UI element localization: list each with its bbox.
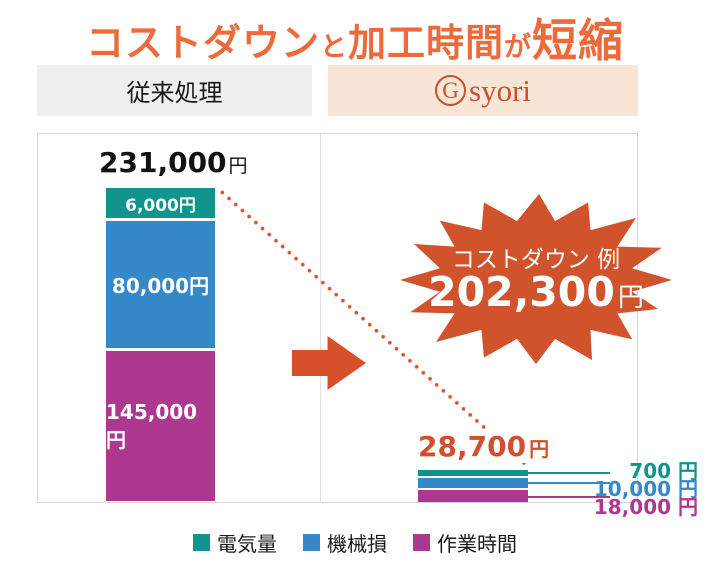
gsyori-total-unit: 円 — [529, 437, 550, 461]
value-label-machine: 10,000 円 — [593, 477, 698, 501]
header-gsyori-label: syori — [469, 72, 531, 108]
starburst-icon — [400, 194, 672, 364]
bar-segment-machine-gsyori — [418, 478, 528, 488]
conventional-total-label: 231,000 円 — [99, 146, 248, 179]
legend-item-machine: 機械損 — [303, 528, 387, 557]
title-part-tanshuku: 短縮 — [532, 14, 625, 67]
leader-line-electricity — [528, 472, 610, 474]
segment-value-label: 80,000円 — [111, 274, 210, 298]
gsyori-total-label: 28,700 円 — [414, 430, 554, 463]
title-part-ga: が — [504, 32, 532, 63]
badge-caption: コストダウン 例 — [451, 247, 621, 273]
value-label-electricity: 700 円 — [629, 459, 698, 483]
bar-segment-electricity-conventional: 6,000円 — [106, 188, 215, 218]
legend-swatch-worktime-icon — [413, 534, 430, 551]
bar-segment-electricity-gsyori — [418, 470, 528, 476]
title-part-to: と — [319, 32, 348, 63]
legend-swatch-machine-icon — [303, 534, 320, 551]
panel-divider — [320, 134, 321, 502]
g-circle-icon: G — [435, 75, 466, 106]
legend-item-worktime: 作業時間 — [413, 528, 517, 557]
title-part-costdown: コストダウン — [85, 21, 320, 65]
conventional-total-value: 231,000 — [99, 146, 227, 179]
bar-segment-worktime-conventional: 145,000円 — [106, 351, 215, 501]
header-conventional-label: 従来処理 — [126, 79, 223, 107]
segment-value-label: 6,000円 — [125, 195, 196, 216]
value-label-worktime: 18,000 円 — [593, 495, 698, 519]
page-title: コストダウンと加工時間が短縮 — [0, 4, 710, 69]
badge-amount-unit: 円 — [617, 283, 644, 313]
leader-line-machine — [528, 482, 610, 484]
bar-segment-worktime-gsyori — [418, 490, 528, 502]
legend-label-electricity: 電気量 — [217, 532, 277, 556]
badge-amount: 202,300 円 — [396, 268, 676, 316]
legend-label-machine: 機械損 — [327, 532, 387, 556]
gsyori-total-value: 28,700 — [418, 430, 527, 463]
header-conventional: 従来処理 — [37, 65, 312, 116]
badge-amount-value: 202,300 — [428, 268, 615, 316]
conventional-total-unit: 円 — [228, 155, 248, 177]
legend-label-worktime: 作業時間 — [437, 532, 517, 556]
header-gsyori: G syori — [328, 65, 638, 116]
legend-item-electricity: 電気量 — [193, 528, 277, 557]
segment-value-label: 145,000円 — [106, 399, 198, 452]
leader-line-worktime — [528, 496, 610, 498]
legend-swatch-electricity-icon — [193, 534, 210, 551]
bar-segment-machine-conventional: 80,000円 — [106, 221, 215, 348]
title-part-kakojikan: 加工時間 — [347, 21, 504, 65]
legend: 電気量 機械損 作業時間 — [0, 528, 710, 557]
